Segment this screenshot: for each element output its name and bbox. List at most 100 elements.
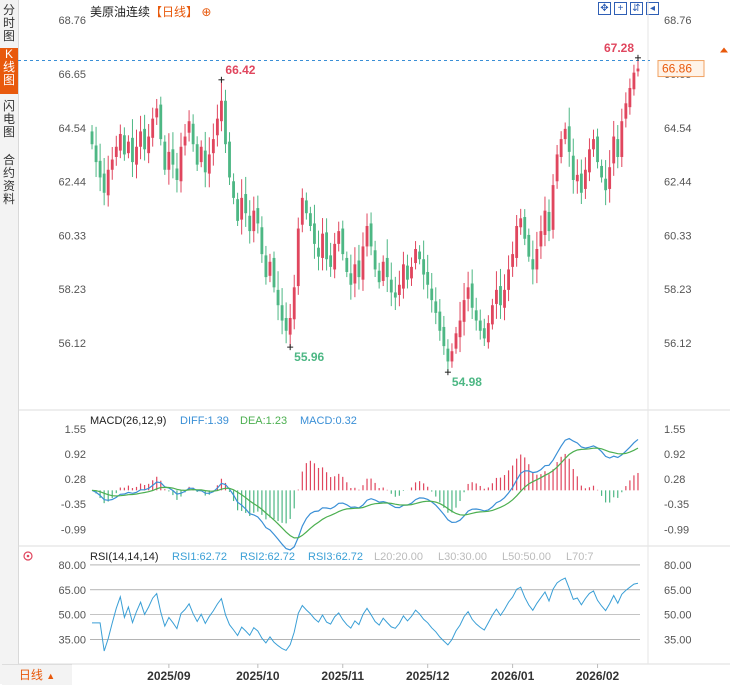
candle-body xyxy=(199,146,203,163)
candle-body xyxy=(179,146,183,182)
candle-body xyxy=(183,136,187,146)
macd-diff-label: DIFF:1.39 xyxy=(180,415,229,427)
candle-body xyxy=(438,311,442,331)
candle-body xyxy=(337,231,341,244)
tab-contract-info[interactable]: 合约资料 xyxy=(2,153,15,206)
candle-body xyxy=(236,199,240,221)
candle-body xyxy=(369,223,373,247)
candle-body xyxy=(345,257,349,272)
candle-body xyxy=(414,248,417,264)
candle-body xyxy=(228,141,231,178)
pan-icon[interactable]: ⇵ xyxy=(630,2,643,15)
candle-body xyxy=(446,348,450,362)
tab-time-chart[interactable]: 分时图 xyxy=(2,3,15,43)
candle-body xyxy=(418,251,422,260)
rsi-line xyxy=(92,577,639,652)
candle-body xyxy=(563,128,567,140)
candle-body xyxy=(325,232,328,260)
candle-body xyxy=(519,218,523,228)
tab-kline-chart[interactable]: K线图 xyxy=(0,48,18,94)
candle-body xyxy=(159,104,163,140)
candle-body xyxy=(139,131,142,147)
candle-body xyxy=(373,250,377,270)
candle-body xyxy=(333,243,337,270)
candle-body xyxy=(620,121,624,157)
candle-body xyxy=(224,100,227,145)
rsi-level-label-1: L30:30.00 xyxy=(438,551,487,563)
candle-body xyxy=(547,211,551,232)
candle-body xyxy=(515,225,519,258)
back-icon[interactable]: ◂ xyxy=(646,2,659,15)
candle-body xyxy=(122,135,126,155)
candle-body xyxy=(102,173,106,193)
candle-body xyxy=(341,228,345,255)
tab-flash-chart[interactable]: 闪电图 xyxy=(2,99,15,139)
candle-body xyxy=(434,301,438,313)
candle-body xyxy=(466,287,470,299)
add-circle-icon[interactable]: ⊕ xyxy=(198,5,212,19)
candle-body xyxy=(393,292,397,298)
candle-body xyxy=(377,270,381,283)
price-tick-left-4: 60.33 xyxy=(58,230,86,242)
candle-body xyxy=(604,178,608,191)
price-tick-left-3: 62.44 xyxy=(58,177,86,189)
candle-body xyxy=(450,351,454,362)
candle-body xyxy=(531,259,535,270)
candle-body xyxy=(349,273,353,285)
price-tick-left-5: 58.23 xyxy=(58,284,86,296)
chart-title: 美原油连续【日线】 ⊕ xyxy=(90,3,211,20)
candle-body xyxy=(422,259,426,275)
candle-body xyxy=(575,174,579,182)
candle-body xyxy=(361,246,365,280)
last-price-label: 66.86 xyxy=(662,62,692,76)
rsi-settings-icon xyxy=(23,551,33,561)
price-tick-left-2: 64.54 xyxy=(58,123,86,135)
candle-body xyxy=(588,149,591,173)
period-selector-button[interactable]: 日线 ▲ xyxy=(2,664,72,685)
crosshair-icon[interactable]: + xyxy=(614,2,627,15)
candle-body xyxy=(357,260,361,278)
candle-body xyxy=(155,108,159,118)
candle-body xyxy=(616,139,620,157)
candle-body xyxy=(147,136,151,154)
candle-body xyxy=(187,121,191,133)
rsi-tick-right-0: 80.00 xyxy=(664,560,692,572)
rsi-tick-left-2: 50.00 xyxy=(58,610,86,622)
candle-body xyxy=(284,317,288,331)
candle-body xyxy=(114,146,118,157)
x-label-1: 2025/10 xyxy=(236,669,280,683)
candle-body xyxy=(143,128,147,150)
candle-body xyxy=(232,181,235,198)
candle-body xyxy=(240,197,244,220)
candle-body xyxy=(268,261,272,276)
macd-tick-right-2: 0.28 xyxy=(664,474,685,486)
price-annotation-0: 66.42 xyxy=(225,63,255,77)
rsi-tick-left-0: 80.00 xyxy=(58,560,86,572)
rsi-level-label-2: L50:50.00 xyxy=(502,551,551,563)
period-label: 【日线】 xyxy=(150,5,199,19)
candle-body xyxy=(442,326,446,347)
candle-body xyxy=(539,231,543,247)
side-tabs: 分时图 K线图 闪电图 合约资料 xyxy=(0,0,19,684)
macd-tick-right-3: -0.35 xyxy=(664,499,689,511)
candle-body xyxy=(628,87,632,108)
candle-body xyxy=(110,159,114,170)
period-selector-label: 日线 xyxy=(18,668,43,682)
candle-body xyxy=(381,261,385,281)
fullscreen-icon[interactable]: ✥ xyxy=(598,2,611,15)
candle-body xyxy=(276,289,280,306)
candle-body xyxy=(207,154,211,174)
rsi-level-label-0: L20:20.00 xyxy=(374,551,423,563)
candle-body xyxy=(244,194,248,214)
candle-body xyxy=(454,333,458,349)
candle-body xyxy=(632,72,636,90)
last-price-arrow-icon xyxy=(720,47,728,53)
candle-body xyxy=(252,210,256,232)
candle-body xyxy=(389,279,393,293)
price-tick-right-4: 60.33 xyxy=(664,230,692,242)
instrument-name: 美原油连续 xyxy=(90,5,151,19)
candle-body xyxy=(624,103,628,119)
candle-body xyxy=(288,317,292,335)
candle-body xyxy=(191,123,195,145)
